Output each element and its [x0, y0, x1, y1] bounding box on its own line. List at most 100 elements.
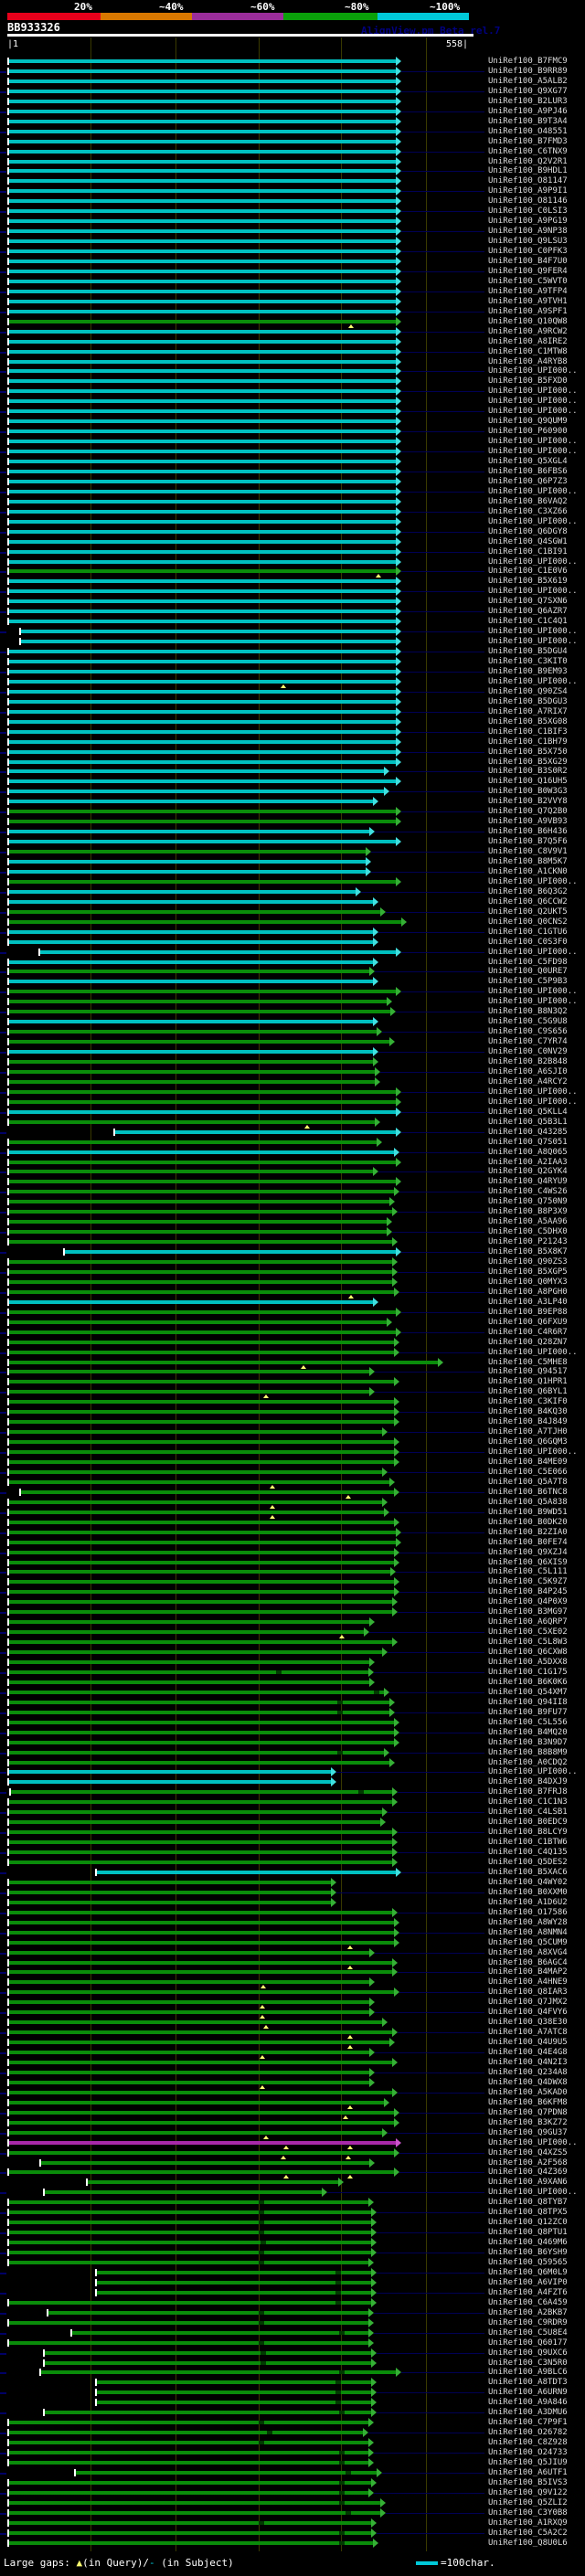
hit-bar[interactable] — [7, 269, 397, 273]
hit-bar[interactable] — [7, 1050, 374, 1054]
hit-bar[interactable] — [7, 2510, 380, 2515]
hit-label[interactable]: UniRef100_Q7JMX2 — [488, 1998, 568, 2008]
hit-bar[interactable] — [95, 2290, 371, 2295]
hit-bar[interactable] — [7, 539, 397, 544]
hit-bar[interactable] — [7, 89, 397, 93]
hit-bar[interactable] — [7, 139, 397, 143]
hit-bar[interactable] — [7, 2461, 368, 2465]
hit-label[interactable]: UniRef100_B2VVY8 — [488, 797, 568, 807]
hit-label[interactable]: UniRef100_C4LSB1 — [488, 1807, 568, 1818]
hit-bar[interactable] — [7, 1990, 394, 1995]
hit-label[interactable]: UniRef100_Q7PDN8 — [488, 2107, 568, 2117]
hit-bar[interactable] — [7, 1760, 389, 1765]
hit-label[interactable]: UniRef100_Q10QW8 — [488, 316, 568, 326]
hit-bar[interactable] — [7, 460, 397, 463]
hit-bar[interactable] — [7, 369, 397, 374]
hit-label[interactable]: UniRef100_Q4P0X9 — [488, 1597, 568, 1607]
hit-bar[interactable] — [7, 579, 397, 584]
hit-label[interactable]: UniRef100_A4RCY2 — [488, 1076, 568, 1087]
hit-bar[interactable] — [7, 1109, 397, 1114]
hit-label[interactable]: UniRef100_C9S656 — [488, 1027, 568, 1037]
hit-bar[interactable] — [7, 1860, 392, 1864]
hit-label[interactable]: UniRef100_Q6XIS9 — [488, 1557, 568, 1567]
hit-bar[interactable] — [7, 1730, 394, 1734]
hit-label[interactable]: UniRef100_B8B8M9 — [488, 1747, 568, 1757]
hit-bar[interactable] — [7, 1810, 382, 1815]
hit-bar[interactable] — [37, 949, 397, 954]
hit-bar[interactable] — [7, 2421, 368, 2425]
hit-bar[interactable] — [7, 959, 374, 964]
hit-bar[interactable] — [7, 2061, 392, 2064]
hit-bar[interactable] — [7, 1170, 374, 1174]
hit-label[interactable]: UniRef100_UPI000.. — [488, 1447, 578, 1457]
hit-label[interactable]: UniRef100_C8Z928 — [488, 2438, 568, 2448]
hit-label[interactable]: UniRef100_A1RXQ9 — [488, 2518, 568, 2528]
hit-label[interactable]: UniRef100_C3XZ66 — [488, 506, 568, 516]
hit-bar[interactable] — [7, 1190, 394, 1194]
hit-label[interactable]: UniRef100_Q9LSU3 — [488, 237, 568, 247]
hit-label[interactable]: UniRef100_B5IVS3 — [488, 2477, 568, 2487]
hit-label[interactable]: UniRef100_B9HDL1 — [488, 166, 568, 176]
hit-bar[interactable] — [7, 759, 397, 764]
hit-bar[interactable] — [7, 129, 397, 133]
hit-label[interactable]: UniRef100_Q5XGL4 — [488, 457, 568, 466]
hit-label[interactable]: UniRef100_Q6AZR7 — [488, 607, 568, 617]
hit-bar[interactable] — [7, 499, 397, 504]
hit-label[interactable]: UniRef100_C7YR74 — [488, 1037, 568, 1047]
hit-bar[interactable] — [7, 409, 397, 414]
hit-label[interactable]: UniRef100_C1C1N3 — [488, 1797, 568, 1807]
hit-label[interactable]: UniRef100_C3N5R0 — [488, 2358, 568, 2368]
hit-bar[interactable] — [7, 589, 397, 594]
hit-label[interactable]: UniRef100_B5XG08 — [488, 716, 568, 726]
hit-bar[interactable] — [7, 1910, 392, 1914]
hit-label[interactable]: UniRef100_UPI000.. — [488, 2137, 578, 2147]
hit-label[interactable]: UniRef100_Q4WY02 — [488, 1877, 568, 1887]
hit-label[interactable]: UniRef100_Q2GYK4 — [488, 1167, 568, 1177]
hit-bar[interactable] — [7, 1850, 392, 1854]
hit-bar[interactable] — [7, 450, 397, 453]
hit-bar[interactable] — [7, 2090, 392, 2094]
hit-label[interactable]: UniRef100_B2ZIA0 — [488, 1527, 568, 1537]
hit-label[interactable]: UniRef100_UPI000.. — [488, 997, 578, 1007]
hit-label[interactable]: UniRef100_C5G9U8 — [488, 1017, 568, 1027]
hit-label[interactable]: UniRef100_C4WS26 — [488, 1187, 568, 1197]
hit-label[interactable]: UniRef100_A1D6U2 — [488, 1897, 568, 1907]
hit-label[interactable]: UniRef100_B6FBS6 — [488, 466, 568, 476]
hit-bar[interactable] — [7, 1940, 394, 1945]
hit-bar[interactable] — [7, 2130, 382, 2135]
hit-label[interactable]: UniRef100_Q4N2I3 — [488, 2058, 568, 2067]
hit-bar[interactable] — [69, 2330, 368, 2335]
hit-bar[interactable] — [7, 149, 397, 154]
hit-bar[interactable] — [7, 660, 397, 663]
hit-label[interactable]: UniRef100_B8N3Q2 — [488, 1007, 568, 1017]
hit-label[interactable]: UniRef100_Q6DGY8 — [488, 526, 568, 536]
hit-bar[interactable] — [7, 519, 397, 524]
hit-label[interactable]: UniRef100_A9A846 — [488, 2398, 568, 2408]
hit-bar[interactable] — [7, 1410, 394, 1415]
hit-label[interactable]: UniRef100_Q5A7T8 — [488, 1477, 568, 1487]
hit-label[interactable]: UniRef100_A9RCW2 — [488, 326, 568, 336]
hit-bar[interactable] — [7, 199, 397, 204]
hit-label[interactable]: UniRef100_C7P9F1 — [488, 2418, 568, 2428]
hit-bar[interactable] — [19, 1489, 394, 1494]
hit-bar[interactable] — [7, 2170, 394, 2175]
hit-bar[interactable] — [7, 260, 397, 263]
hit-bar[interactable] — [7, 2100, 384, 2104]
hit-bar[interactable] — [7, 1119, 376, 1124]
hit-bar[interactable] — [7, 1230, 388, 1235]
hit-label[interactable]: UniRef100_A7ATC8 — [488, 2028, 568, 2038]
hit-bar[interactable] — [7, 1960, 392, 1965]
hit-label[interactable]: UniRef100_UPI000.. — [488, 587, 578, 597]
hit-label[interactable]: UniRef100_C8V9V1 — [488, 847, 568, 856]
hit-bar[interactable] — [7, 1570, 391, 1574]
hit-bar[interactable] — [7, 1060, 374, 1064]
hit-bar[interactable] — [7, 2490, 368, 2495]
hit-bar[interactable] — [7, 249, 397, 253]
hit-bar[interactable] — [95, 1870, 397, 1874]
hit-label[interactable]: UniRef100_B6YSH9 — [488, 2248, 568, 2257]
hit-label[interactable]: UniRef100_Q28ZN7 — [488, 1337, 568, 1347]
hit-label[interactable]: UniRef100_Q4Z369 — [488, 2168, 568, 2178]
hit-bar[interactable] — [7, 99, 397, 103]
hit-label[interactable]: UniRef100_Q7Q2B0 — [488, 807, 568, 817]
hit-bar[interactable] — [7, 669, 397, 673]
